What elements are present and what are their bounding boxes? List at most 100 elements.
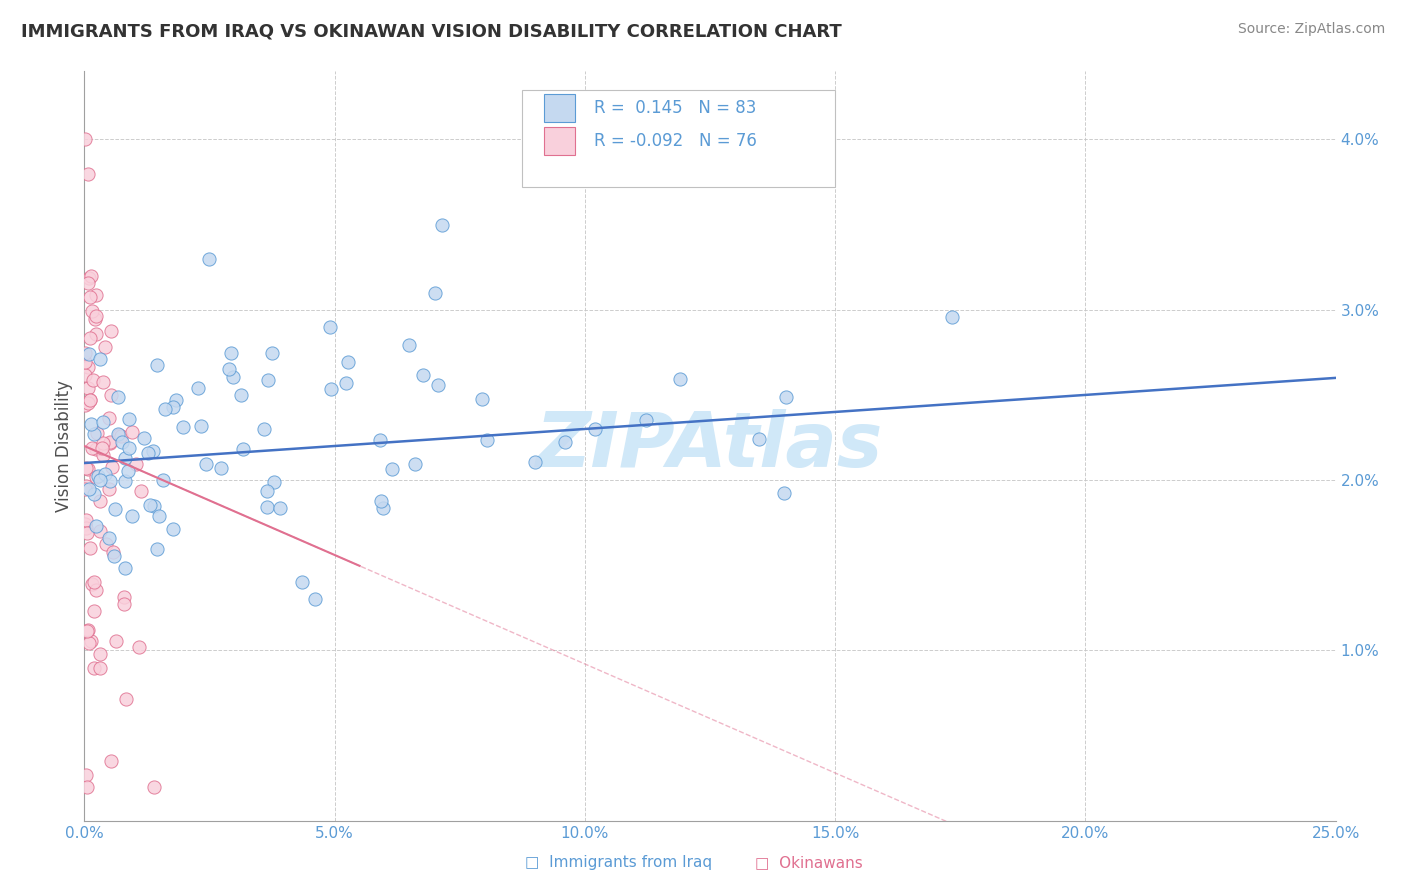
Point — [146, 358, 169, 372]
Point — [232, 442, 254, 456]
Point — [146, 541, 169, 556]
Point — [125, 457, 148, 471]
Point — [87, 469, 110, 483]
Point — [398, 338, 420, 352]
Point — [162, 400, 184, 414]
Point — [152, 473, 174, 487]
Point — [75, 461, 97, 475]
Point — [79, 289, 101, 303]
Point — [89, 494, 111, 508]
Point — [98, 436, 121, 450]
Point — [139, 498, 162, 512]
Point — [79, 541, 101, 555]
Point — [75, 767, 97, 781]
Point — [748, 432, 770, 446]
Point — [319, 319, 342, 334]
Point — [86, 310, 108, 324]
Point — [136, 446, 159, 460]
Point — [263, 475, 285, 490]
Point — [107, 426, 129, 441]
Point — [112, 598, 135, 612]
Point — [94, 340, 117, 354]
Point — [77, 462, 100, 476]
Point — [148, 509, 170, 524]
Point — [426, 378, 449, 392]
Point — [80, 417, 103, 432]
Point — [471, 392, 494, 406]
Point — [79, 482, 101, 496]
Point — [111, 434, 134, 449]
Point — [772, 486, 794, 500]
Point — [430, 218, 453, 232]
Point — [89, 524, 111, 539]
Point — [86, 327, 108, 342]
Point — [117, 464, 139, 478]
Point — [86, 469, 108, 483]
Point — [76, 780, 98, 794]
Point — [75, 355, 97, 369]
Point — [475, 434, 498, 448]
Point — [91, 441, 114, 455]
Text: IMMIGRANTS FROM IRAQ VS OKINAWAN VISION DISABILITY CORRELATION CHART: IMMIGRANTS FROM IRAQ VS OKINAWAN VISION … — [21, 22, 842, 40]
Point — [304, 592, 326, 607]
Point — [76, 277, 98, 291]
Point — [83, 661, 105, 675]
Point — [75, 482, 97, 496]
Point — [370, 493, 392, 508]
Point — [82, 442, 104, 456]
Point — [76, 624, 98, 638]
Point — [89, 661, 111, 675]
Point — [79, 392, 101, 407]
Text: ZIPAtlas: ZIPAtlas — [536, 409, 884, 483]
Point — [83, 604, 105, 618]
FancyBboxPatch shape — [523, 90, 835, 187]
Point — [114, 474, 136, 488]
Point — [112, 591, 135, 605]
Point — [256, 484, 278, 499]
Point — [218, 362, 240, 376]
Point — [89, 647, 111, 661]
Point — [128, 640, 150, 654]
Point — [554, 435, 576, 450]
Point — [93, 375, 115, 389]
Point — [100, 324, 122, 338]
Point — [118, 412, 141, 426]
Point — [368, 433, 391, 447]
Bar — [544, 127, 575, 155]
Point — [91, 436, 114, 450]
Point — [75, 132, 97, 146]
Point — [100, 754, 122, 768]
Point — [129, 483, 152, 498]
Point — [269, 500, 291, 515]
Point — [98, 434, 121, 449]
Point — [404, 457, 426, 471]
Point — [84, 442, 107, 456]
Point — [98, 531, 121, 545]
Point — [75, 513, 97, 527]
Point — [75, 516, 97, 531]
Point — [100, 387, 122, 401]
Point — [77, 271, 100, 285]
Point — [115, 691, 138, 706]
Point — [172, 420, 194, 434]
Point — [260, 345, 283, 359]
Text: □  Okinawans: □ Okinawans — [755, 855, 862, 870]
Point — [75, 346, 97, 360]
Point — [94, 467, 117, 482]
Point — [114, 450, 136, 465]
Point — [423, 285, 446, 300]
Bar — [544, 94, 575, 122]
Point — [257, 373, 280, 387]
Point — [221, 345, 243, 359]
Point — [96, 536, 118, 550]
Point — [89, 473, 111, 487]
Point — [371, 501, 394, 516]
Point — [101, 545, 124, 559]
Text: □  Immigrants from Iraq: □ Immigrants from Iraq — [524, 855, 713, 870]
Point — [107, 390, 129, 404]
Point — [190, 419, 212, 434]
Point — [153, 402, 176, 417]
Point — [83, 574, 105, 589]
Point — [165, 393, 187, 408]
Point — [97, 482, 120, 496]
